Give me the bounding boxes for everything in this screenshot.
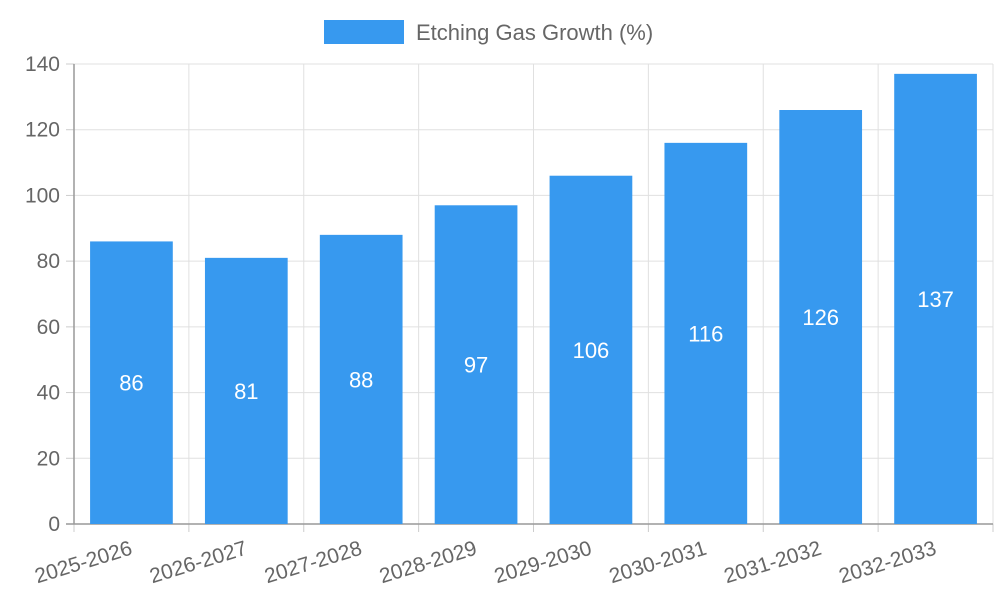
bar-value-label: 86 [119, 371, 143, 396]
bar[interactable] [894, 73, 977, 524]
x-axis-tick-label: 2028-2029 [377, 537, 480, 588]
y-axis-tick-label: 100 [25, 184, 60, 207]
x-axis-tick-labels: 2025-2026 2026-2027 2027-2028 2028-2029 2029… [32, 537, 939, 588]
y-axis-tick-label: 120 [25, 119, 60, 142]
bar[interactable] [664, 142, 748, 524]
bars [90, 73, 977, 525]
bar[interactable] [549, 175, 633, 524]
y-axis-tick-label: 0 [48, 513, 60, 536]
bar[interactable] [90, 241, 173, 524]
bar[interactable] [204, 257, 288, 524]
x-axis-tick-label: 2026-2027 [147, 537, 250, 588]
legend-swatch [324, 20, 404, 44]
bar[interactable] [434, 205, 518, 525]
legend: Etching Gas Growth (%) [324, 20, 653, 45]
y-axis-tick-label: 60 [37, 316, 60, 339]
bar-value-label: 106 [573, 338, 610, 363]
y-axis-tick-label: 80 [37, 250, 60, 273]
bar-value-label: 97 [464, 353, 488, 378]
legend-label: Etching Gas Growth (%) [416, 20, 653, 45]
bar[interactable] [319, 234, 403, 524]
y-axis-tick-label: 140 [25, 53, 60, 76]
bar-value-label: 126 [802, 305, 839, 330]
bar-value-label: 88 [349, 367, 373, 392]
x-axis-tick-label: 2030-2031 [607, 537, 710, 588]
x-axis-tick-label: 2032-2033 [836, 537, 939, 588]
x-axis-tick-label: 2031-2032 [721, 537, 824, 588]
y-axis-tick-label: 20 [37, 447, 60, 470]
bar-value-label: 116 [688, 321, 723, 346]
x-axis-tick-label: 2025-2026 [32, 537, 135, 588]
bar-value-label: 81 [234, 379, 258, 404]
y-axis-tick-label: 40 [37, 382, 60, 405]
bar-value-label: 137 [917, 287, 954, 312]
x-axis-tick-label: 2029-2030 [492, 537, 595, 588]
bar[interactable] [779, 110, 863, 524]
data-labels: 86 81 88 97 106 116 126 137 [119, 287, 954, 404]
y-axis-tick-labels: 0 20 40 60 80 100 120 140 [25, 53, 60, 536]
x-axis-tick-label: 2027-2028 [262, 537, 365, 588]
